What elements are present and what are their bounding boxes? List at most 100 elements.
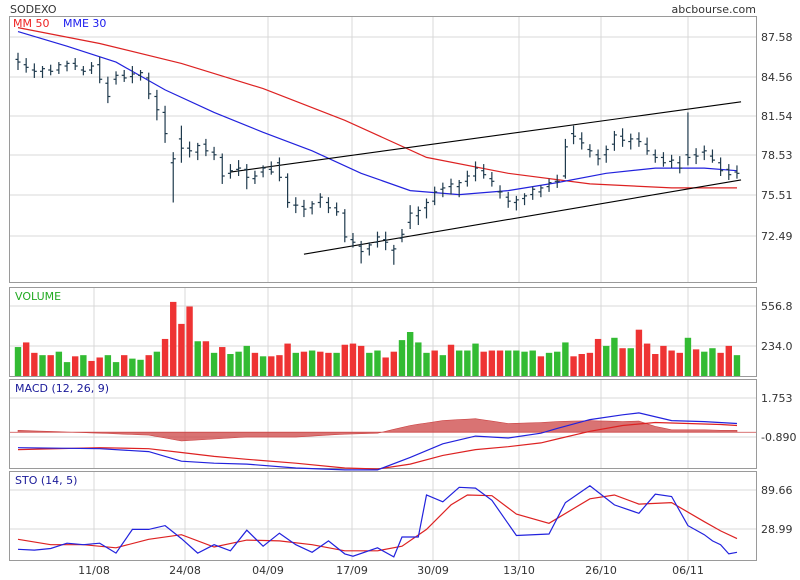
ohlc-bar xyxy=(587,144,593,158)
ohlc-bar xyxy=(366,242,372,256)
volume-bar xyxy=(341,344,348,376)
volume-bar xyxy=(652,354,659,376)
ohlc-bar xyxy=(154,89,160,121)
y-tick-label: 72.49 xyxy=(761,230,793,243)
ohlc-bar xyxy=(48,64,54,76)
y-tick-label: 75.51 xyxy=(761,189,793,202)
ohlc-bar xyxy=(448,178,454,195)
volume-bar xyxy=(570,356,577,376)
ohlc-bar xyxy=(105,76,111,104)
ohlc-bar xyxy=(244,164,250,190)
volume-panel: 556.8 234.0 VOLUME xyxy=(9,287,793,377)
sto-k-line xyxy=(17,485,738,558)
volume-title: VOLUME xyxy=(15,290,61,303)
x-tick-label: 30/09 xyxy=(417,564,449,577)
ohlc-bar xyxy=(252,170,258,184)
volume-bar xyxy=(464,350,471,376)
ohlc-bar xyxy=(440,182,446,198)
sto-d-line xyxy=(17,494,738,552)
ohlc-bar xyxy=(562,138,568,179)
legend: MM 50 MME 30 xyxy=(13,17,106,30)
ohlc-bar xyxy=(15,52,21,70)
ohlc-bar xyxy=(317,193,323,208)
volume-bar xyxy=(178,323,185,376)
y-tick-label: 556.8 xyxy=(761,300,793,313)
ohlc-bar xyxy=(301,199,307,218)
volume-bar xyxy=(472,343,479,376)
ohlc-bar xyxy=(293,197,299,214)
volume-bar xyxy=(619,348,626,376)
ohlc-bar xyxy=(97,56,103,84)
volume-bar xyxy=(415,342,422,376)
volume-bar xyxy=(129,358,136,376)
ma50-line xyxy=(17,27,737,189)
volume-bar xyxy=(635,329,643,376)
sto-title: STO (14, 5) xyxy=(15,474,77,487)
volume-bar xyxy=(366,352,373,376)
ohlc-bar xyxy=(276,157,282,182)
volume-bar xyxy=(202,341,210,376)
ohlc-bar xyxy=(620,128,626,147)
ohlc-bar xyxy=(138,70,144,81)
ohlc-bar xyxy=(415,206,421,226)
sto-lines xyxy=(17,485,738,558)
volume-bar xyxy=(513,350,520,376)
ohlc-bar xyxy=(309,201,315,215)
volume-bar xyxy=(660,345,667,376)
ohlc-bar xyxy=(285,173,291,208)
date-axis: 11/08 24/08 04/09 17/09 30/09 13/10 26/10 06/11 xyxy=(78,564,704,577)
ohlc-bar xyxy=(113,71,119,85)
ohlc-bar xyxy=(64,60,70,72)
ohlc-bar xyxy=(72,58,78,70)
volume-bar xyxy=(22,342,30,376)
macd-lines xyxy=(10,412,756,471)
volume-bar xyxy=(529,350,536,376)
volume-bar xyxy=(227,354,234,376)
macd-title: MACD (12, 26, 9) xyxy=(15,382,109,395)
ohlc-bar xyxy=(334,202,340,216)
ohlc-bar xyxy=(121,70,127,82)
volume-bar xyxy=(488,350,496,376)
x-tick-label: 13/10 xyxy=(503,564,535,577)
volume-bar xyxy=(692,349,700,376)
ohlc-bar xyxy=(513,195,519,211)
y-tick-label: 81.54 xyxy=(761,110,793,123)
ohlc-bar xyxy=(677,156,683,174)
x-tick-label: 04/09 xyxy=(252,564,284,577)
ohlc-bar xyxy=(636,132,642,147)
y-tick-label: 78.53 xyxy=(761,149,793,162)
ohlc-bar xyxy=(424,198,429,219)
ohlc-bar xyxy=(391,244,397,265)
sto-panel: 89.66 28.99 STO (14, 5) xyxy=(9,471,793,561)
macd-signal-line xyxy=(17,421,738,470)
ohlc-bar xyxy=(464,170,470,187)
ohlc-bar xyxy=(546,178,552,192)
ohlc-bar xyxy=(644,137,650,155)
volume-bar xyxy=(55,351,63,376)
volume-bars xyxy=(14,301,741,376)
volume-bar xyxy=(603,345,610,376)
volume-bar xyxy=(88,360,95,376)
y-tick-label: 1.753 xyxy=(761,392,793,405)
ohlc-bar xyxy=(660,152,666,167)
volume-bar xyxy=(505,350,512,376)
volume-bar xyxy=(431,350,438,376)
volume-bar xyxy=(308,350,316,376)
ohlc-bar xyxy=(236,160,242,176)
volume-bar xyxy=(112,362,120,376)
ohlc-bar xyxy=(80,66,86,76)
volume-bar xyxy=(668,350,675,376)
ohlc-bar xyxy=(489,172,495,187)
macd-histogram xyxy=(17,418,738,442)
ohlc-bar xyxy=(603,145,609,163)
ohlc-bar xyxy=(219,153,225,184)
ohlc-bar xyxy=(358,240,364,264)
ohlc-bar xyxy=(497,185,503,199)
ohlc-bar xyxy=(350,232,356,248)
ohlc-bar xyxy=(170,152,176,203)
volume-bar xyxy=(725,345,732,376)
ohlc-bar xyxy=(89,62,95,74)
ohlc-bar xyxy=(260,165,266,178)
volume-bar xyxy=(137,359,144,376)
